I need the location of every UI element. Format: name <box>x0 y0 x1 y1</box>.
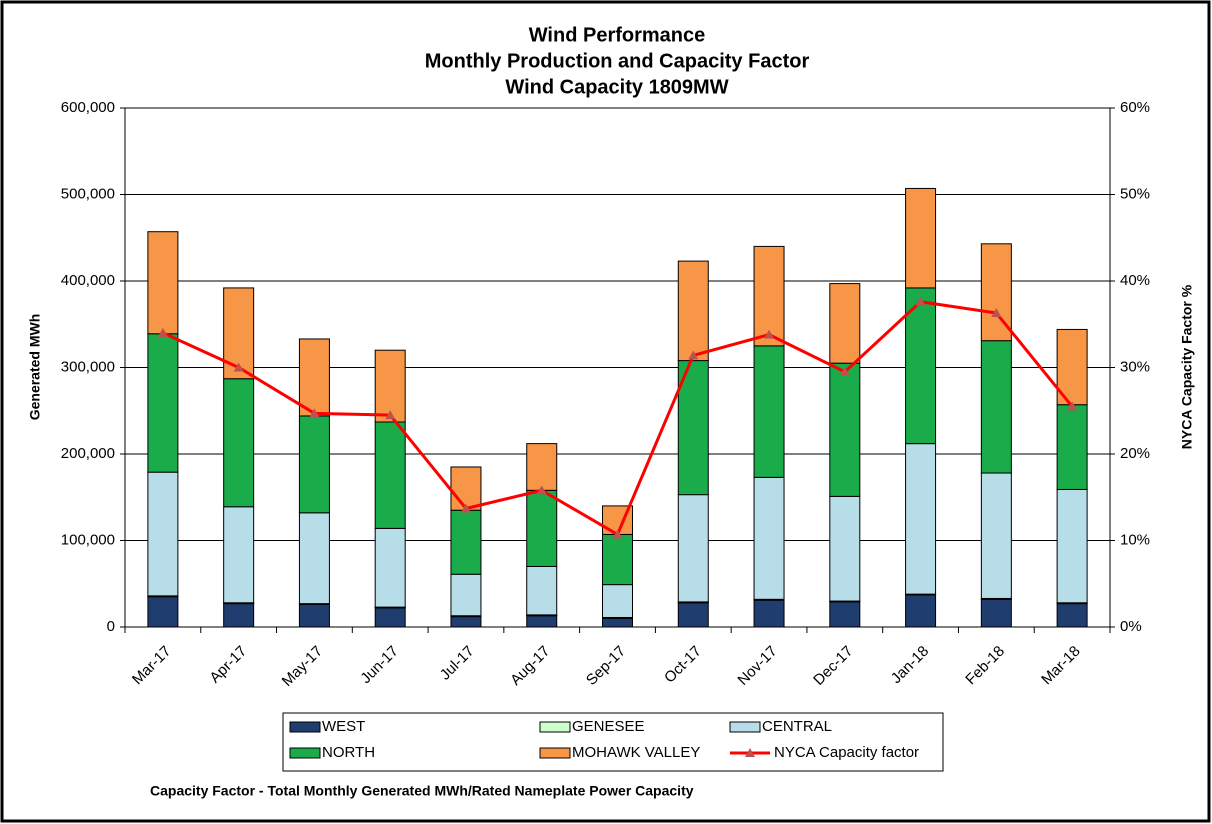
line-marker <box>157 327 168 337</box>
line-marker <box>839 366 850 376</box>
line-marker <box>1067 401 1078 411</box>
bar-segment <box>753 245 785 347</box>
bar-segment <box>677 602 709 628</box>
legend-marker <box>745 748 755 757</box>
bar-segment <box>829 362 861 497</box>
bar-segment <box>1056 488 1088 604</box>
bar-segment <box>829 601 861 628</box>
bar-segment <box>980 472 1012 599</box>
line-marker <box>764 329 775 339</box>
bar-segment <box>147 333 179 473</box>
y2-tick-label: 60% <box>1120 99 1150 116</box>
bar-segment <box>980 598 1012 628</box>
line-marker <box>233 362 244 372</box>
bar-segment <box>602 617 633 628</box>
y2-axis-label: NYCA Capacity Factor % <box>1179 284 1195 449</box>
y2-tick-label: 50% <box>1120 185 1150 202</box>
chart-subtitle: Wind Capacity 1809MW <box>505 76 728 98</box>
bar-segment <box>298 415 330 514</box>
bar-segment <box>905 287 937 445</box>
y-tick-label: 100,000 <box>61 531 115 548</box>
y2-tick-label: 40% <box>1120 272 1150 289</box>
bar-segment <box>450 509 482 575</box>
bar-segment <box>223 378 255 508</box>
legend-label: NORTH <box>322 744 375 761</box>
line-marker <box>460 503 471 513</box>
bar-segment <box>753 599 785 628</box>
line-marker <box>915 296 926 306</box>
legend-box <box>282 712 944 772</box>
bar-segment <box>223 603 255 628</box>
line-marker <box>536 485 547 495</box>
bar-segment <box>677 494 709 603</box>
chart-subtitle: Monthly Production and Capacity Factor <box>425 50 810 72</box>
y2-tick-label: 10% <box>1120 531 1150 548</box>
bar-segment <box>829 283 861 364</box>
bar-segment <box>677 360 709 496</box>
line-marker <box>612 529 623 539</box>
bar-segment <box>374 527 406 608</box>
legend-label: MOHAWK VALLEY <box>572 744 700 761</box>
bar-segment <box>450 616 482 628</box>
legend-marker <box>289 721 321 733</box>
legend-marker <box>539 747 571 759</box>
bar-segment <box>147 596 179 628</box>
bar-segment <box>374 349 406 423</box>
line-marker <box>991 308 1002 318</box>
legend-marker <box>539 721 571 733</box>
y-tick-label: 200,000 <box>61 445 115 462</box>
y-tick-label: 300,000 <box>61 358 115 375</box>
bar-segment <box>602 533 633 586</box>
bar-segment <box>526 443 558 491</box>
bar-segment <box>526 565 558 616</box>
footnote: Capacity Factor - Total Monthly Generate… <box>150 783 694 799</box>
y2-tick-label: 20% <box>1120 445 1150 462</box>
line-marker <box>385 410 396 420</box>
bar-segment <box>1056 603 1088 628</box>
bar-segment <box>374 421 406 529</box>
bar-segment <box>450 466 482 511</box>
legend-marker <box>289 747 321 759</box>
bar-segment <box>526 489 558 567</box>
y-tick-label: 500,000 <box>61 185 115 202</box>
bar-segment <box>298 512 330 605</box>
bar-segment <box>450 573 482 617</box>
chart-title: Wind Performance <box>529 24 706 46</box>
legend-label: NYCA Capacity factor <box>774 744 919 761</box>
bar-segment <box>905 594 937 628</box>
bar-segment <box>602 584 633 618</box>
bar-segment <box>526 615 558 628</box>
legend-label: CENTRAL <box>762 718 832 735</box>
bar-segment <box>298 604 330 628</box>
legend-label: WEST <box>322 718 365 735</box>
bar-segment <box>980 340 1012 474</box>
bar-segment <box>905 187 937 289</box>
bar-segment <box>374 607 406 628</box>
y-tick-label: 600,000 <box>61 99 115 116</box>
y2-tick-label: 30% <box>1120 358 1150 375</box>
y2-tick-label: 0% <box>1120 618 1142 635</box>
bar-segment <box>1056 404 1088 490</box>
bar-segment <box>298 338 330 417</box>
legend-label: GENESEE <box>572 718 645 735</box>
y-axis-label: Generated MWh <box>27 314 43 421</box>
legend-marker <box>729 721 761 733</box>
y-tick-label: 0 <box>107 618 115 635</box>
bar-segment <box>147 231 179 335</box>
line-marker <box>309 408 320 418</box>
y-tick-label: 400,000 <box>61 272 115 289</box>
bar-segment <box>753 345 785 478</box>
bar-segment <box>677 260 709 362</box>
bar-segment <box>753 476 785 600</box>
bar-segment <box>147 471 179 597</box>
line-marker <box>688 350 699 360</box>
bar-segment <box>223 506 255 604</box>
bar-segment <box>829 495 861 602</box>
bar-segment <box>905 443 937 595</box>
